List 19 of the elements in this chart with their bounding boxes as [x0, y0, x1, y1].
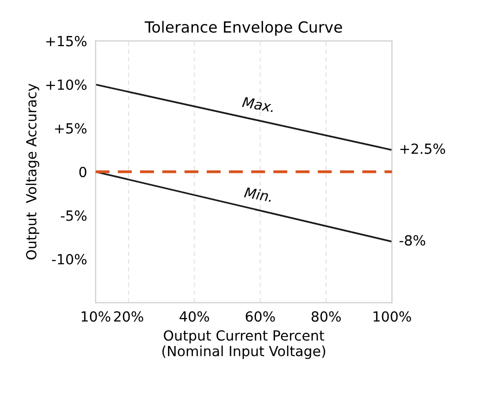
y-tick-label: 0 — [79, 166, 86, 178]
x-tick-label: 20% — [114, 311, 144, 322]
y-tick-label: +5% — [55, 123, 86, 134]
y-tick-label: -10% — [52, 254, 86, 265]
data-label: -8% — [400, 235, 426, 246]
x-tick-label: 10% — [82, 311, 110, 322]
chart-title: Tolerance Envelope Curve — [144, 20, 342, 36]
x-axis-title: Output Current Percent (Nominal Input Voltage) — [162, 330, 326, 359]
x-tick-label: 40% — [180, 311, 210, 322]
text: Max. — [242, 96, 274, 112]
x-tick-label: 100% — [374, 311, 412, 322]
x-tick-label: 60% — [246, 311, 275, 322]
y-tick-label: -5% — [60, 210, 86, 221]
data-label: +2.5% — [400, 143, 446, 154]
text: Min. — [244, 186, 272, 202]
y-tick-label: +15% — [46, 36, 86, 46]
x-tick-label: 80% — [312, 311, 341, 322]
y-axis-title: Output Voltage Accuracy — [26, 84, 40, 260]
y-tick-label: +10% — [46, 79, 86, 90]
